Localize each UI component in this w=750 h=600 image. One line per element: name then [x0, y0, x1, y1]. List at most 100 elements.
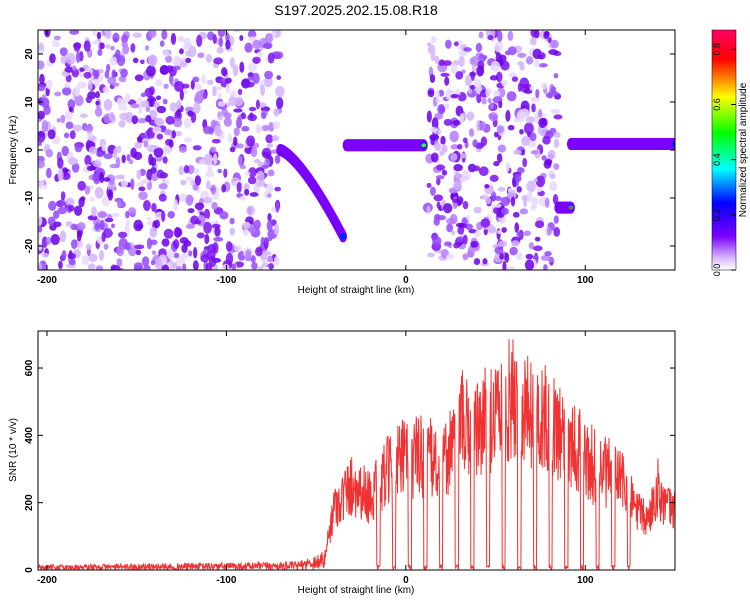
heatmap-noise-blob — [141, 100, 150, 108]
heatmap-noise-blob — [496, 230, 502, 235]
heatmap-noise-blob — [172, 55, 181, 67]
heatmap-noise-blob — [453, 180, 462, 191]
heatmap-noise-blob — [136, 169, 142, 180]
heatmap-noise-blob — [426, 110, 432, 123]
heatmap-noise-blob — [38, 60, 45, 70]
heatmap-noise-blob — [507, 46, 517, 56]
heatmap-noise-blob — [155, 95, 162, 101]
heatmap-noise-blob — [145, 115, 152, 123]
heatmap-noise-blob — [103, 243, 109, 250]
heatmap-noise-blob — [440, 135, 446, 146]
heatmap-noise-blob — [273, 108, 280, 117]
heatmap-noise-blob — [253, 142, 260, 149]
heatmap-noise-blob — [488, 112, 499, 122]
heatmap-noise-blob — [192, 145, 202, 151]
heatmap-noise-blob — [465, 223, 474, 231]
heatmap-noise-blob — [187, 208, 195, 214]
heatmap-noise-blob — [76, 231, 82, 242]
heatmap-noise-blob — [427, 89, 435, 98]
heatmap-noise-blob — [462, 253, 469, 261]
heatmap-noise-blob — [121, 41, 128, 48]
heatmap-noise-blob — [74, 143, 83, 153]
heatmap-noise-blob — [525, 253, 534, 260]
heatmap-noise-blob — [473, 206, 482, 214]
heatmap-noise-blob — [118, 119, 126, 128]
colorbar-tick-label: 0.0 — [712, 264, 722, 277]
heatmap-noise-blob — [71, 162, 80, 173]
heatmap-noise-blob — [131, 115, 139, 125]
heatmap-noise-blob — [441, 144, 448, 153]
heatmap-noise-blob — [544, 31, 550, 36]
heatmap-noise-blob — [173, 199, 179, 212]
heatmap-noise-blob — [46, 167, 52, 179]
heatmap-noise-blob — [462, 137, 468, 144]
heatmap-noise-blob — [143, 199, 151, 212]
heatmap-noise-blob — [463, 47, 472, 52]
heatmap-noise-blob — [253, 158, 261, 164]
heatmap-noise-blob — [528, 242, 535, 250]
heatmap-noise-blob — [152, 126, 162, 135]
heatmap-noise-blob — [89, 184, 94, 190]
heatmap-noise-blob — [116, 246, 125, 257]
heatmap-noise-blob — [229, 57, 235, 69]
heatmap-noise-blob — [549, 181, 558, 192]
heatmap-noise-blob — [54, 91, 62, 97]
colorbar-frame — [711, 29, 737, 271]
heatmap-track-mark — [340, 232, 347, 240]
heatmap-noise-blob — [61, 87, 72, 96]
heatmap-noise-blob — [56, 118, 61, 123]
heatmap-noise-blob — [525, 56, 534, 65]
heatmap-noise-blob — [130, 43, 136, 53]
heatmap-noise-blob — [173, 118, 183, 128]
heatmap-noise-blob — [185, 57, 192, 64]
heatmap-noise-blob — [156, 133, 164, 140]
heatmap-noise-blob — [222, 264, 230, 270]
heatmap-noise-blob — [66, 52, 76, 65]
heatmap-noise-blob — [525, 116, 535, 124]
heatmap-noise-blob — [523, 122, 534, 135]
heatmap-noise-blob — [437, 103, 446, 115]
heatmap-noise-blob — [444, 76, 450, 86]
heatmap-noise-blob — [150, 166, 157, 174]
heatmap-noise-blob — [529, 85, 535, 91]
heatmap-noise-blob — [213, 57, 224, 65]
heatmap-noise-blob — [68, 106, 73, 113]
heatmap-noise-blob — [176, 99, 182, 110]
heatmap-noise-blob — [197, 52, 205, 59]
heatmap-noise-blob — [59, 47, 68, 57]
heatmap-noise-blob — [229, 146, 236, 153]
heatmap-noise-blob — [73, 205, 83, 217]
heatmap-noise-blob — [135, 249, 142, 256]
heatmap-noise-blob — [228, 96, 237, 107]
heatmap-noise-blob — [541, 155, 547, 161]
heatmap-noise-blob — [459, 175, 467, 183]
heatmap-noise-blob — [99, 212, 108, 218]
heatmap-noise-blob — [51, 40, 61, 48]
heatmap-noise-blob — [98, 249, 105, 261]
heatmap-noise-blob — [517, 61, 525, 66]
heatmap-noise-blob — [517, 52, 527, 58]
heatmap-noise-blob — [84, 124, 94, 132]
heatmap-noise-blob — [256, 170, 265, 183]
colorbar-ticks: 0.0 0.2 0.4 0.6 0.8 — [712, 43, 736, 276]
heatmap-noise-blob — [45, 236, 52, 245]
heatmap-noise-blob — [535, 175, 546, 188]
heatmap-noise-blob — [65, 121, 74, 130]
heatmap-noise-blob — [543, 159, 552, 169]
heatmap-noise-blob — [262, 250, 272, 256]
heatmap-noise-blob — [134, 142, 143, 149]
heatmap-noise-blob — [237, 88, 243, 96]
heatmap-noise-blob — [183, 117, 192, 129]
heatmap-noise-blob — [193, 102, 201, 114]
heatmap-track-mark — [421, 143, 426, 147]
heatmap-noise-blob — [474, 230, 481, 238]
colorbar-tick-label: 0.2 — [712, 209, 722, 222]
heatmap-noise-blob — [485, 87, 491, 98]
heatmap-noise-blob — [229, 217, 235, 225]
heatmap-noise-blob — [184, 106, 195, 112]
heatmap-noise-blob — [440, 72, 450, 77]
heatmap-noise-blob — [497, 30, 503, 43]
heatmap-noise-blob — [196, 232, 205, 239]
heatmap-noise-blob — [116, 258, 123, 267]
heatmap-noise-blob — [241, 126, 250, 132]
